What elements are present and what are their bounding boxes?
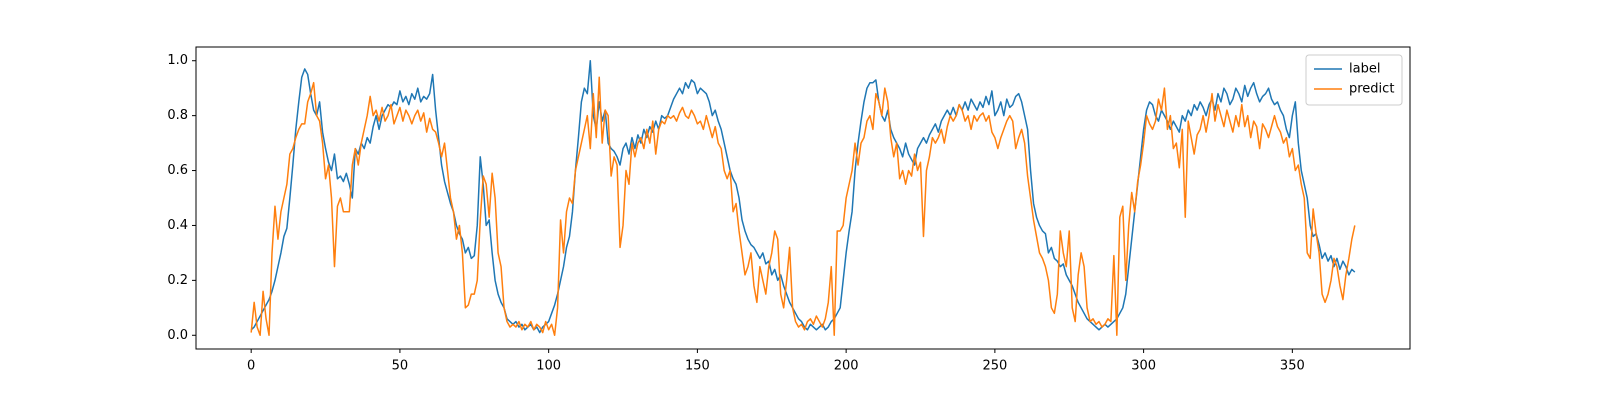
legend: label predict — [1305, 54, 1403, 106]
y-tick-label: 0.8 — [167, 108, 188, 123]
y-tick-label: 1.0 — [167, 53, 188, 68]
x-tick-label: 150 — [685, 359, 710, 374]
x-tick-label: 50 — [392, 359, 409, 374]
x-tick-label: 200 — [834, 359, 859, 374]
y-tick-label: 0.0 — [167, 328, 188, 343]
y-tick-label: 0.2 — [167, 273, 188, 288]
x-tick-label: 0 — [247, 359, 255, 374]
plot-frame — [195, 46, 1411, 350]
legend-label: predict — [1349, 82, 1394, 97]
x-tick-label: 350 — [1280, 359, 1305, 374]
y-tick-label: 0.6 — [167, 163, 188, 178]
x-tick-label: 300 — [1131, 359, 1156, 374]
legend-box — [1305, 54, 1403, 106]
legend-label: label — [1349, 62, 1380, 77]
y-tick-label: 0.4 — [167, 218, 188, 233]
data-line — [250, 76, 1356, 337]
data-line — [250, 59, 1356, 334]
x-tick-label: 250 — [982, 359, 1007, 374]
x-tick-label: 100 — [536, 359, 561, 374]
